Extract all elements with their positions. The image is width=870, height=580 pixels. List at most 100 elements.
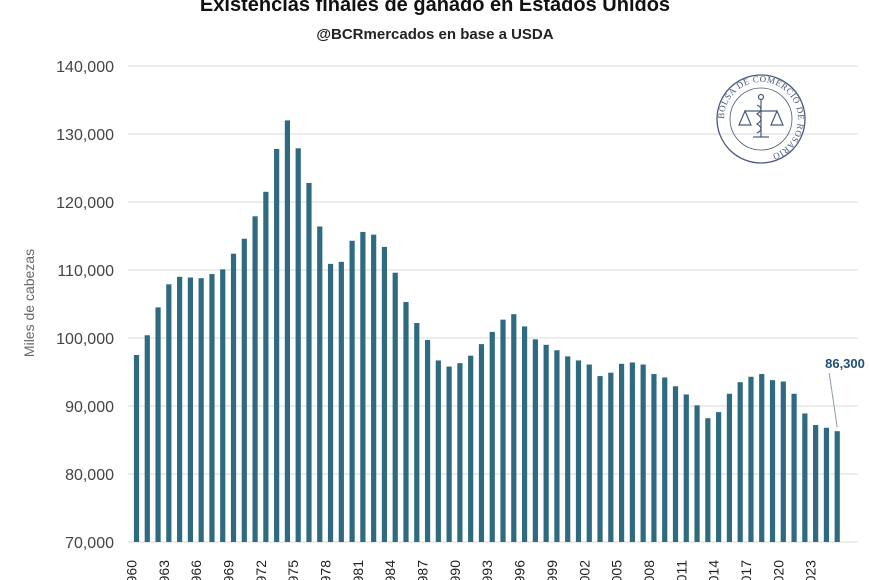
bar [748, 376, 754, 542]
y-tick-label: 110,000 [57, 263, 114, 280]
bar [306, 182, 312, 542]
chart-title: Existencias finales de ganado en Estados… [200, 0, 670, 16]
y-tick-label: 100,000 [56, 331, 114, 348]
bar [554, 350, 560, 542]
bar [813, 425, 819, 542]
bar [166, 284, 172, 542]
x-tick-label: 1969 [221, 560, 237, 580]
bar [629, 362, 635, 542]
bar [349, 240, 355, 542]
x-tick-label: 2020 [770, 560, 786, 580]
bar [716, 412, 722, 542]
bar [683, 394, 689, 542]
y-axis-ticks: 70,000 80,000 90,000 100,000 110,000 120,000 1… [56, 59, 114, 552]
x-tick-label: 1999 [544, 560, 560, 580]
bar [521, 326, 528, 542]
x-tick-label: 2011 [673, 560, 689, 580]
bar [791, 393, 797, 542]
bar [511, 314, 517, 542]
y-tick-label: 70,000 [65, 535, 114, 552]
x-tick-label: 2008 [641, 560, 657, 580]
bar [565, 356, 571, 542]
bar [220, 269, 226, 542]
bar [575, 360, 582, 542]
bars [133, 120, 840, 543]
bar [241, 238, 247, 542]
x-tick-label: 1963 [156, 560, 172, 580]
bar [198, 278, 204, 542]
bar [543, 344, 549, 542]
x-tick-label: 2005 [609, 560, 625, 580]
bar [360, 231, 366, 543]
bar [737, 382, 743, 542]
bar [662, 377, 668, 542]
bar [694, 405, 700, 542]
bar [802, 413, 808, 542]
bar [446, 366, 452, 542]
bar [834, 431, 840, 542]
x-tick-label: 1960 [124, 560, 140, 580]
bar [457, 363, 463, 542]
y-tick-label: 80,000 [65, 467, 114, 484]
x-tick-label: 1993 [479, 560, 495, 580]
bar [133, 355, 140, 542]
bar [726, 393, 732, 542]
x-tick-label: 1975 [285, 560, 301, 580]
bar [155, 307, 161, 542]
scales-icon [738, 93, 784, 138]
x-tick-label: 1978 [318, 560, 334, 580]
y-tick-label: 120,000 [56, 195, 114, 212]
bar [209, 274, 215, 542]
annotations: 86,300 [825, 356, 865, 428]
bar [500, 319, 506, 542]
x-tick-label: 1984 [382, 560, 398, 580]
bar [478, 344, 485, 542]
bar [769, 380, 776, 542]
bar [187, 277, 193, 542]
bar [435, 360, 441, 542]
bar [414, 323, 420, 542]
x-tick-label: 2014 [706, 560, 722, 580]
bar [586, 364, 592, 542]
x-axis-ticks: 1960 1963 1966 1969 1972 1975 1978 1981 1984 1987… [124, 560, 819, 580]
bar [403, 301, 409, 542]
x-tick-label: 2002 [576, 560, 592, 580]
chart-subtitle: @BCRmercados en base a USDA [316, 26, 553, 43]
bar [338, 261, 344, 542]
bar [252, 216, 258, 542]
bar [619, 363, 625, 542]
bar [489, 331, 495, 542]
x-tick-label: 2023 [803, 560, 819, 580]
x-tick-label: 1987 [415, 560, 431, 580]
bar [284, 120, 291, 543]
bar [705, 418, 711, 542]
bar [597, 376, 603, 542]
x-tick-label: 2017 [738, 560, 754, 580]
bar [230, 253, 237, 542]
x-tick-label: 1966 [188, 560, 204, 580]
bar [672, 386, 679, 542]
bar [274, 148, 280, 542]
data-label: 86,300 [825, 356, 865, 371]
bar [317, 226, 323, 543]
x-tick-label: 1972 [253, 560, 269, 580]
bar [371, 234, 377, 542]
bar [381, 246, 388, 542]
x-tick-label: 1981 [350, 560, 366, 580]
bar [144, 335, 150, 542]
bar [823, 427, 830, 542]
y-tick-label: 90,000 [65, 399, 114, 416]
bar [640, 364, 646, 542]
x-tick-label: 1990 [447, 560, 463, 580]
bar [327, 263, 334, 542]
bar [780, 381, 786, 542]
y-tick-label: 140,000 [56, 59, 114, 76]
y-axis-label: Miles de cabezas [21, 249, 37, 357]
bar [651, 374, 657, 542]
bar [392, 272, 398, 542]
bar [608, 372, 614, 542]
bar [177, 276, 183, 542]
x-tick-label: 1996 [512, 560, 528, 580]
bar [295, 148, 301, 542]
